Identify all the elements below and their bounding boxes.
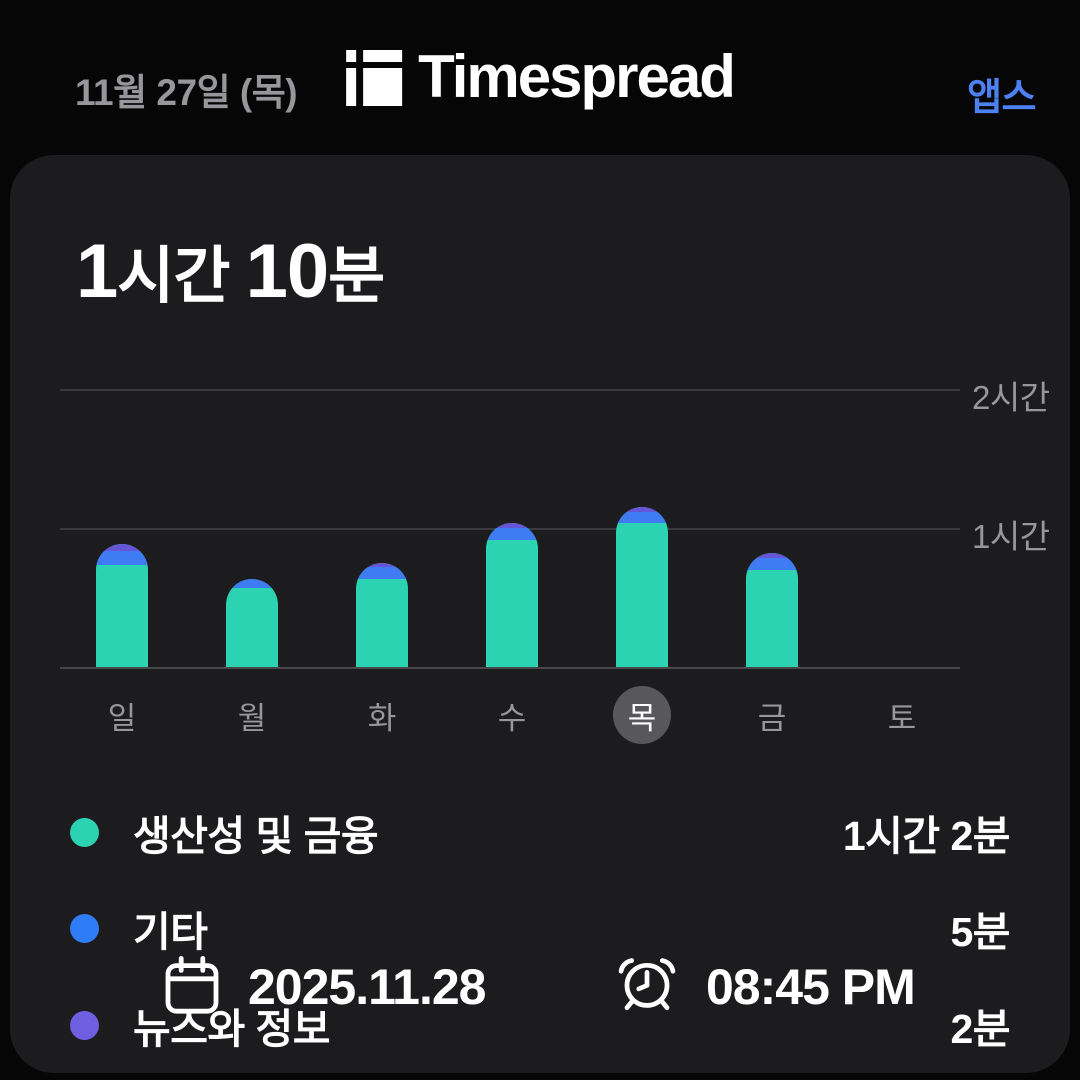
bar-segment-화-2	[356, 562, 408, 568]
legend-label: 기타	[133, 909, 208, 955]
legend-label: 생산성 및 금융	[133, 813, 379, 859]
day-label-금[interactable]: 금	[757, 700, 787, 736]
legend-row-news: 뉴스와 정보 2분	[70, 1003, 1010, 1052]
bar-월[interactable]	[226, 578, 278, 667]
bar-segment-화-1	[356, 567, 408, 579]
apps-link[interactable]: 앱스	[967, 77, 1036, 119]
header: 11월 27일 (목) Timespread 앱스	[0, 0, 1080, 155]
legend-label: 뉴스와 정보	[133, 1006, 331, 1052]
bar-segment-일-2	[96, 544, 148, 552]
x-axis-baseline	[60, 667, 960, 669]
bar-segment-수-1	[486, 527, 538, 540]
day-label-수[interactable]: 수	[497, 700, 527, 736]
bar-금[interactable]	[746, 553, 798, 667]
bar-segment-금-2	[746, 553, 798, 559]
legend-row-other: 기타 5분	[70, 906, 1010, 955]
bar-segment-일-1	[96, 551, 148, 566]
legend-value: 1시간 2분	[842, 813, 1011, 859]
y-axis-tick-label: 1시간	[972, 518, 1050, 555]
day-label-일[interactable]: 일	[107, 700, 137, 736]
bar-segment-금-1	[746, 558, 798, 570]
bar-수[interactable]	[486, 523, 538, 667]
total-usage-title: 1시간 10분	[76, 229, 385, 314]
legend-value: 5분	[950, 909, 1010, 955]
bar-목[interactable]	[616, 507, 668, 667]
bar-segment-수-2	[486, 523, 538, 528]
legend-dot-blue	[70, 913, 99, 943]
bar-일[interactable]	[96, 544, 148, 667]
legend-row-productivity: 생산성 및 금융 1시간 2분	[70, 810, 1011, 859]
app-logo: Timespread	[346, 42, 736, 111]
legend-dot-teal	[70, 817, 99, 847]
timespread-logo-icon	[346, 48, 403, 106]
bar-segment-목-2	[616, 507, 668, 512]
bar-segment-월-1	[226, 578, 278, 589]
bar-segment-목-1	[616, 511, 668, 524]
gridline-120	[60, 389, 960, 391]
legend-value: 2분	[950, 1006, 1010, 1052]
app-title: Timespread	[418, 43, 736, 110]
legend-dot-purple	[70, 1010, 99, 1040]
bar-화[interactable]	[356, 562, 408, 667]
day-label-월[interactable]: 월	[237, 700, 267, 736]
day-label-목[interactable]: 목	[613, 686, 671, 744]
day-label-화[interactable]: 화	[367, 700, 397, 736]
y-axis-tick-label: 2시간	[972, 379, 1050, 416]
header-date: 11월 27일 (목)	[75, 72, 298, 113]
day-label-토[interactable]: 토	[887, 700, 917, 736]
